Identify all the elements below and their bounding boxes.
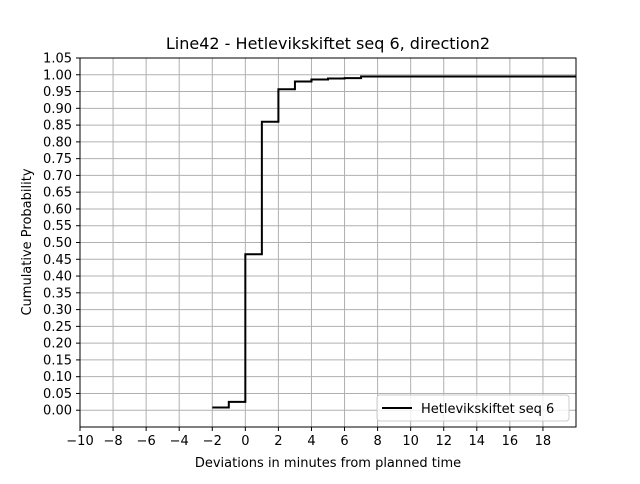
chart-title: Line42 - Hetlevikskiftet seq 6, directio… bbox=[166, 34, 490, 53]
series-lines bbox=[212, 75, 576, 409]
x-tick-label: 4 bbox=[307, 434, 315, 449]
y-tick-label: 0.65 bbox=[43, 186, 72, 201]
x-tick-label: −8 bbox=[103, 434, 122, 449]
y-tick-label: 0.15 bbox=[43, 353, 72, 368]
x-tick-label: 8 bbox=[373, 434, 381, 449]
x-tick-label: 10 bbox=[402, 434, 419, 449]
x-tick-label: −4 bbox=[170, 434, 189, 449]
x-tick-label: 12 bbox=[435, 434, 452, 449]
y-tick-label: 0.00 bbox=[43, 404, 72, 419]
y-tick-label: 0.70 bbox=[43, 169, 72, 184]
x-tick-label: −6 bbox=[137, 434, 156, 449]
y-tick-label: 0.30 bbox=[43, 303, 72, 318]
legend-label: Hetlevikskiftet seq 6 bbox=[421, 402, 554, 417]
x-tick-label: 18 bbox=[535, 434, 552, 449]
x-tick-label: −10 bbox=[66, 434, 93, 449]
grid-lines bbox=[79, 57, 576, 427]
x-tick-label: 0 bbox=[241, 434, 249, 449]
x-tick-label: 2 bbox=[274, 434, 282, 449]
y-tick-label: 0.40 bbox=[43, 270, 72, 285]
x-tick-label: 16 bbox=[502, 434, 519, 449]
y-tick-label: 0.95 bbox=[43, 85, 72, 100]
y-tick-label: 0.75 bbox=[43, 152, 72, 167]
y-tick-label: 0.60 bbox=[43, 202, 72, 217]
y-axis-label: Cumulative Probability bbox=[20, 168, 35, 315]
x-tick-label: 14 bbox=[469, 434, 486, 449]
y-tick-label: 0.25 bbox=[43, 320, 72, 335]
y-tick-label: 0.90 bbox=[43, 102, 72, 117]
x-axis-label: Deviations in minutes from planned time bbox=[195, 456, 461, 471]
y-tick-label: 0.55 bbox=[43, 219, 72, 234]
series-step-line bbox=[212, 75, 576, 409]
y-tick-label: 0.05 bbox=[43, 387, 72, 402]
y-tick-label: 0.20 bbox=[43, 337, 72, 352]
y-tick-label: 1.00 bbox=[43, 68, 72, 83]
y-tick-label: 0.35 bbox=[43, 286, 72, 301]
legend-box bbox=[376, 394, 570, 422]
y-tick-label: 0.10 bbox=[43, 370, 72, 385]
y-axis-ticks: 0.00 0.05 0.10 0.150.20 0.25 0.30 0.350.40 0.45… bbox=[43, 52, 80, 419]
y-tick-label: 0.45 bbox=[43, 253, 72, 268]
x-tick-label: 6 bbox=[340, 434, 348, 449]
x-tick-label: −2 bbox=[203, 434, 222, 449]
legend: Hetlevikskiftet seq 6 bbox=[376, 394, 570, 422]
y-tick-label: 0.85 bbox=[43, 119, 72, 134]
x-axis-ticks: −10 −8 −6 −4 −2 0 2 4 6 8 10 12 14 16 18 bbox=[66, 427, 551, 449]
y-tick-label: 0.80 bbox=[43, 135, 72, 150]
y-tick-label: 1.05 bbox=[43, 52, 72, 67]
y-tick-label: 0.50 bbox=[43, 236, 72, 251]
